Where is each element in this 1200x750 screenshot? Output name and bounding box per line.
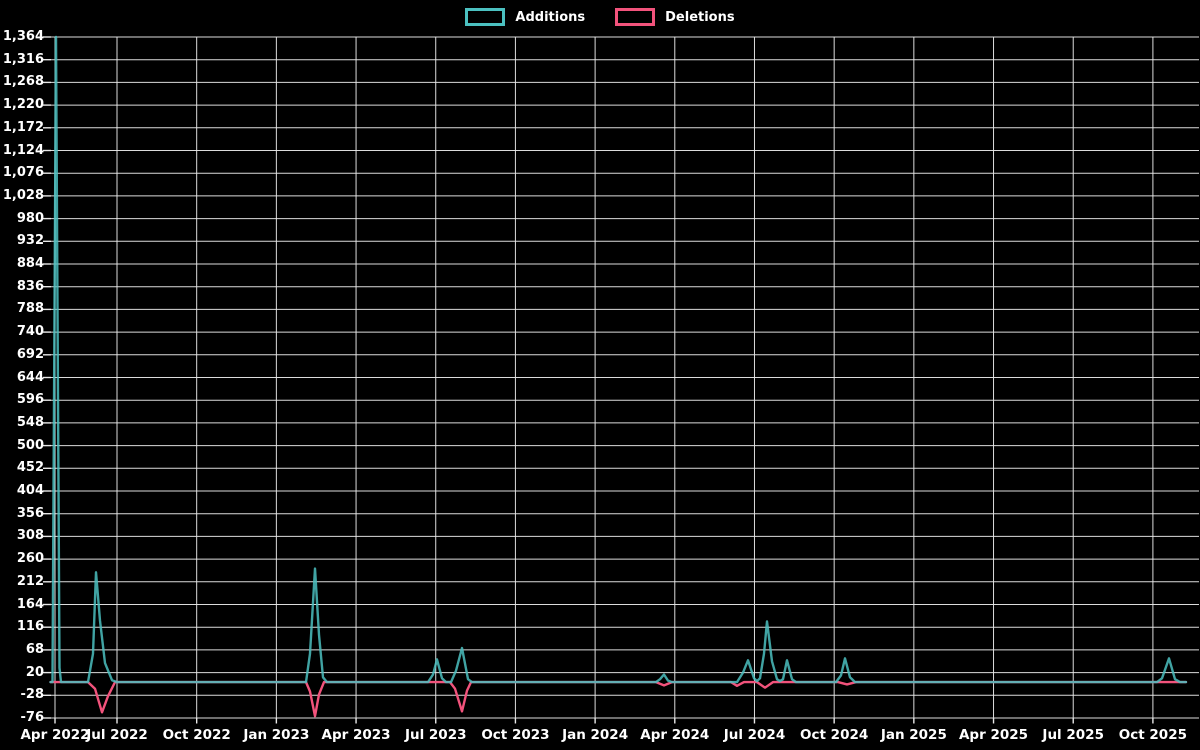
y-axis-label: 1,124: [2, 142, 44, 158]
y-axis-label: 548: [16, 414, 44, 430]
y-axis-label: 212: [16, 573, 44, 589]
x-axis-label: Jul 2023: [404, 727, 467, 743]
y-axis-label: 884: [16, 256, 44, 271]
y-axis-label: 308: [16, 528, 44, 544]
legend-item-additions[interactable]: Additions: [465, 8, 585, 26]
y-axis-label: 932: [16, 233, 44, 249]
y-axis-label: 1,364: [2, 29, 44, 44]
y-axis-label: 644: [16, 369, 44, 385]
y-axis-label: 20: [25, 664, 44, 680]
chart-legend: Additions Deletions: [0, 8, 1200, 26]
x-axis-label: Jul 2025: [1042, 727, 1104, 743]
y-axis-label: 68: [25, 641, 44, 657]
y-axis-label: 260: [16, 551, 44, 567]
y-axis-label: 740: [16, 324, 44, 340]
x-axis-label: Oct 2025: [1118, 727, 1187, 743]
x-axis-label: Apr 2024: [640, 727, 710, 743]
additions-swatch-icon: [465, 8, 506, 26]
y-axis-label: 164: [16, 596, 44, 612]
y-axis-label: 596: [16, 392, 44, 408]
y-axis-label: -76: [20, 710, 45, 725]
x-axis-label: Jan 2024: [562, 727, 629, 743]
y-axis-label: 452: [16, 460, 44, 476]
y-axis-label: 1,172: [2, 119, 44, 135]
y-axis-label: 500: [16, 437, 44, 453]
y-axis-label: 1,316: [2, 51, 44, 67]
x-axis-label: Oct 2022: [162, 727, 231, 743]
x-axis-label: Oct 2023: [481, 727, 550, 743]
y-axis-label: 1,220: [2, 97, 44, 113]
x-axis-label: Apr 2022: [20, 727, 90, 743]
y-axis-label: 980: [16, 210, 44, 226]
x-axis-label: Apr 2023: [321, 727, 391, 743]
legend-label-additions: Additions: [515, 9, 586, 25]
x-axis-label: Jul 2024: [723, 727, 786, 743]
legend-label-deletions: Deletions: [665, 9, 735, 25]
legend-item-deletions[interactable]: Deletions: [615, 8, 735, 26]
y-axis-label: 116: [16, 619, 44, 635]
y-axis-label: 692: [16, 346, 44, 362]
y-axis-label: 1,268: [2, 74, 44, 90]
deletions-line: [49, 680, 1188, 718]
y-axis-label: 1,076: [2, 165, 44, 181]
x-axis-label: Oct 2024: [800, 727, 869, 743]
x-axis-label: Jan 2023: [243, 727, 310, 743]
y-axis-label: 356: [16, 505, 44, 521]
x-axis-label: Apr 2025: [958, 727, 1029, 743]
x-axis-label: Jul 2022: [86, 727, 148, 743]
y-axis-label: -28: [20, 687, 45, 703]
y-axis-label: 836: [16, 278, 44, 294]
y-axis-label: 404: [16, 483, 44, 498]
y-axis-label: 1,028: [2, 187, 44, 203]
y-axis-label: 788: [16, 301, 44, 317]
additions-line: [49, 35, 1188, 684]
deletions-swatch-icon: [615, 8, 656, 26]
x-axis-label: Jan 2025: [880, 727, 947, 743]
